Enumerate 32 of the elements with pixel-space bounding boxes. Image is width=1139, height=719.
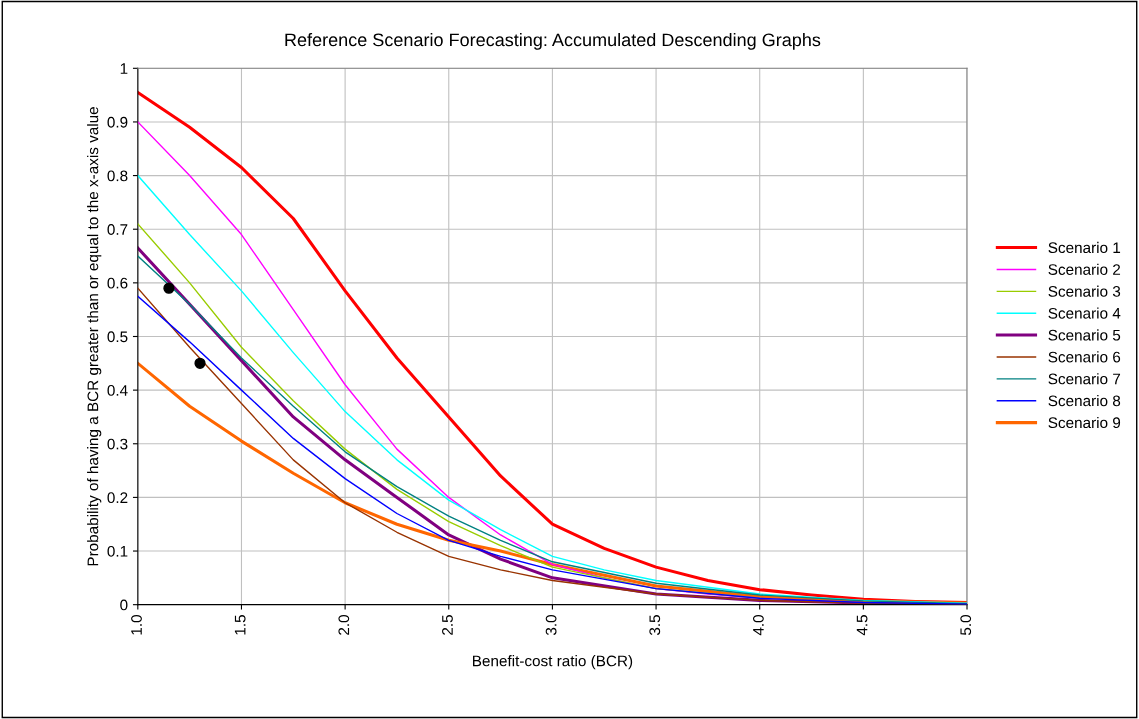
legend-label: Scenario 7 <box>1048 373 1121 385</box>
x-tick-label: 2.0 <box>338 615 350 635</box>
chart-title: Reference Scenario Forecasting: Accumulated Descending Graphs <box>285 33 821 50</box>
x-axis-title: Benefit-cost ratio (BCR) <box>473 655 633 670</box>
y-axis-title: Probability of having a BCR greater than or equal to the x-axis value <box>87 107 102 566</box>
legend-label: Scenario 6 <box>1048 351 1121 363</box>
legend-label: Scenario 1 <box>1048 241 1121 254</box>
y-tick-label: 0 <box>120 599 128 611</box>
x-tick-label: 4.0 <box>753 615 764 636</box>
y-tick-label: 0.6 <box>107 277 128 289</box>
legend-label: Scenario 2 <box>1048 263 1121 275</box>
x-tick-label: 3.5 <box>649 615 661 636</box>
y-tick-label: 0.2 <box>107 492 128 504</box>
legend-label: Scenario 4 <box>1048 307 1121 319</box>
y-tick-label: 0.5 <box>107 331 128 343</box>
legend-label: Scenario 5 <box>1048 329 1121 341</box>
x-tick-label: 1.5 <box>234 615 246 635</box>
legend-label: Scenario 9 <box>1048 416 1121 429</box>
x-tick-label: 1.0 <box>131 615 142 635</box>
x-tick-label: 5.0 <box>960 615 972 636</box>
x-tick-label: 3.0 <box>545 615 557 636</box>
y-tick-label: 0.3 <box>107 438 128 450</box>
y-tick-label: 0.7 <box>107 224 128 235</box>
legend-label: Scenario 3 <box>1048 285 1121 297</box>
x-tick-label: 4.5 <box>856 615 868 636</box>
y-tick-label: 0.4 <box>107 385 128 396</box>
y-tick-label: 0.9 <box>107 116 128 128</box>
y-tick-label: 1 <box>120 63 128 74</box>
legend-label: Scenario 8 <box>1048 395 1121 407</box>
x-tick-label: 2.5 <box>442 615 453 635</box>
y-tick-label: 0.8 <box>107 170 128 182</box>
y-tick-label: 0.1 <box>107 545 128 557</box>
